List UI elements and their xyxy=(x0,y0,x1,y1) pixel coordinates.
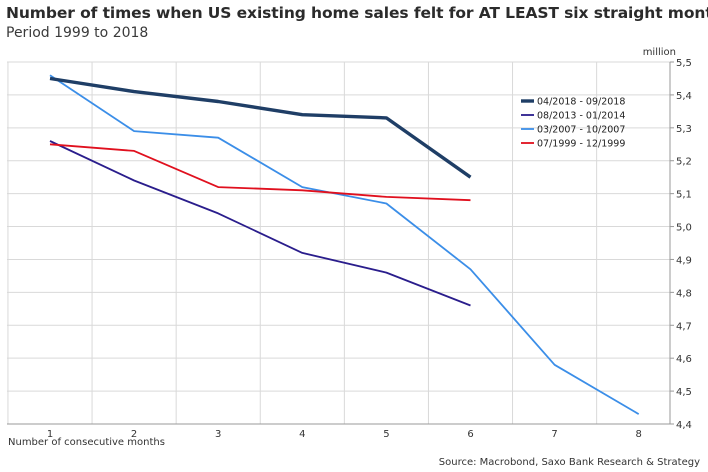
chart-subtitle: Period 1999 to 2018 xyxy=(6,25,149,41)
series-line-2 xyxy=(49,140,471,307)
y-tick-label: 5,4 xyxy=(676,91,692,102)
y-tick-label: 4,6 xyxy=(676,354,692,365)
legend-label: 07/1999 - 12/1999 xyxy=(537,139,625,150)
x-tick-label: 8 xyxy=(636,429,642,440)
series-line-4 xyxy=(49,143,471,202)
legend-label: 04/2018 - 09/2018 xyxy=(537,97,625,108)
x-tick-label: 5 xyxy=(383,429,389,440)
y-axis-unit-label: million xyxy=(643,47,676,58)
y-tick-label: 5,0 xyxy=(676,223,692,234)
x-tick-label: 4 xyxy=(299,429,305,440)
y-tick-label: 4,8 xyxy=(676,288,692,299)
y-tick-label: 5,2 xyxy=(676,157,692,168)
series-line-3 xyxy=(49,74,640,415)
legend: 04/2018 - 09/2018 08/2013 - 01/2014 03/200… xyxy=(521,97,625,150)
source-note: Source: Macrobond, Saxo Bank Research & … xyxy=(439,457,700,468)
legend-label: 03/2007 - 10/2007 xyxy=(537,125,625,136)
chart-title: Number of times when US existing home sa… xyxy=(6,4,708,22)
x-tick-label: 3 xyxy=(215,429,221,440)
y-tick-label: 4,7 xyxy=(676,321,692,332)
y-tick-label: 5,5 xyxy=(676,58,692,69)
series-lines xyxy=(49,74,640,415)
axes: million Number of consecutive months Sou… xyxy=(7,47,700,468)
y-tick-label: 4,5 xyxy=(676,387,692,398)
legend-label: 08/2013 - 01/2014 xyxy=(537,111,625,122)
y-tick-label: 4,9 xyxy=(676,255,692,266)
x-tick-label: 7 xyxy=(551,429,557,440)
y-tick-label: 5,3 xyxy=(676,124,692,135)
x-tick-label: 2 xyxy=(131,429,137,440)
x-axis-label: Number of consecutive months xyxy=(8,437,165,448)
y-tick-label: 5,1 xyxy=(676,190,692,201)
y-tick-label: 4,4 xyxy=(676,420,692,431)
x-tick-label: 6 xyxy=(467,429,473,440)
grid xyxy=(7,61,670,425)
series-line-1 xyxy=(49,76,472,179)
x-tick-label: 1 xyxy=(47,429,53,440)
